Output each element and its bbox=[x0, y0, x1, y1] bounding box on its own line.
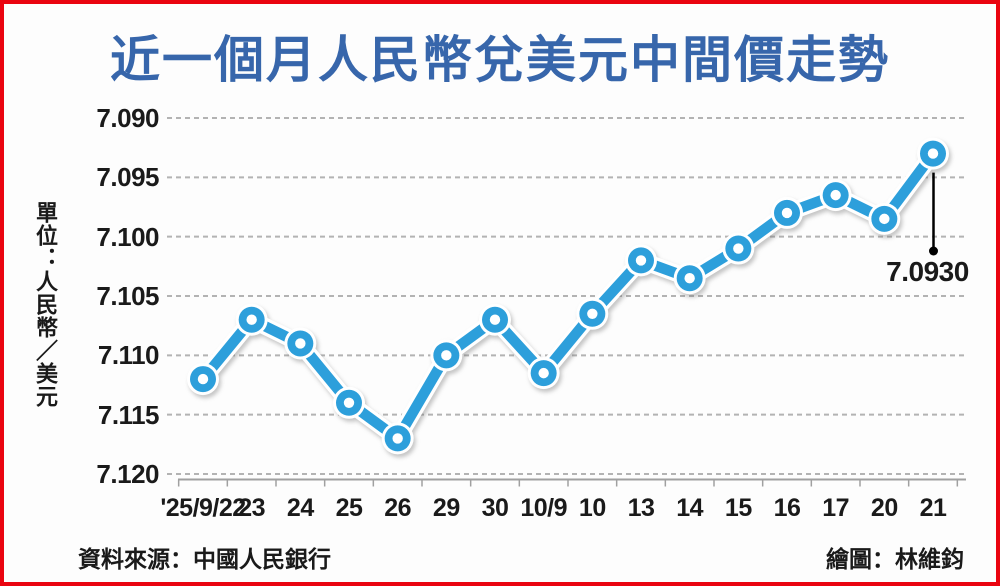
marker-hole bbox=[343, 397, 355, 408]
x-axis-tick-label: '25/9/22 bbox=[160, 494, 246, 522]
x-axis-tick-label: 16 bbox=[773, 494, 801, 522]
x-axis-tick-label: 15 bbox=[724, 494, 752, 522]
illustrator-credit: 繪圖：林維鈞 bbox=[826, 546, 964, 572]
x-axis-tick-label: 21 bbox=[919, 494, 947, 522]
marker-hole bbox=[246, 314, 257, 325]
marker-hole bbox=[489, 314, 501, 325]
y-axis-tick-label: 7.095 bbox=[96, 162, 159, 193]
marker-hole bbox=[197, 373, 209, 385]
marker-hole bbox=[830, 189, 841, 201]
x-axis-tick-label: 13 bbox=[627, 494, 655, 522]
marker-hole bbox=[927, 148, 939, 159]
series-group bbox=[187, 137, 949, 455]
x-axis-tick-label: 23 bbox=[238, 494, 266, 522]
x-axis-tick-label: 25 bbox=[335, 494, 363, 522]
marker-hole bbox=[295, 338, 306, 349]
marker-hole bbox=[441, 350, 452, 361]
annotation-leader bbox=[929, 172, 938, 256]
x-axis-tick-label: 17 bbox=[822, 494, 850, 522]
x-axis bbox=[177, 478, 966, 487]
x-axis-tick-label: 24 bbox=[286, 494, 314, 522]
y-axis-tick-label: 7.090 bbox=[96, 103, 159, 133]
y-axis-tick-label: 7.105 bbox=[96, 281, 159, 311]
marker-hole bbox=[587, 308, 598, 319]
y-axis-tick-label: 7.120 bbox=[96, 459, 159, 489]
y-axis-tick-label: 7.110 bbox=[97, 340, 160, 371]
data-source-caption: 資料來源：中國人民銀行 bbox=[78, 546, 331, 572]
marker-hole bbox=[781, 207, 793, 219]
y-axis-unit-label: 單位：人民幣／美元 bbox=[33, 201, 58, 408]
marker-hole bbox=[538, 367, 549, 379]
marker-hole bbox=[733, 243, 744, 254]
gridlines bbox=[167, 117, 968, 475]
marker-hole bbox=[684, 273, 695, 284]
y-axis-tick-label: 7.100 bbox=[96, 221, 159, 252]
x-axis-tick-label: 20 bbox=[870, 494, 898, 522]
x-axis-tick-label: 30 bbox=[481, 494, 509, 522]
annotation-leader-dot bbox=[929, 246, 938, 256]
y-axis-tick-label: 7.115 bbox=[97, 399, 160, 430]
chart-title: 近一個月人民幣兌美元中間價走勢 bbox=[110, 32, 890, 88]
marker-hole bbox=[635, 255, 647, 266]
x-axis-tick-label: 29 bbox=[432, 494, 460, 522]
x-axis-tick-label: 26 bbox=[384, 494, 412, 522]
series-line bbox=[197, 148, 939, 444]
x-axis-tick-label: 10 bbox=[578, 494, 606, 522]
x-axis-tick-label: 14 bbox=[676, 494, 704, 522]
line-chart bbox=[167, 117, 968, 487]
marker-hole bbox=[879, 213, 890, 225]
marker-hole bbox=[392, 433, 403, 444]
last-value-annotation: 7.0930 bbox=[886, 256, 969, 287]
x-axis-tick-label: 10/9 bbox=[520, 494, 567, 522]
